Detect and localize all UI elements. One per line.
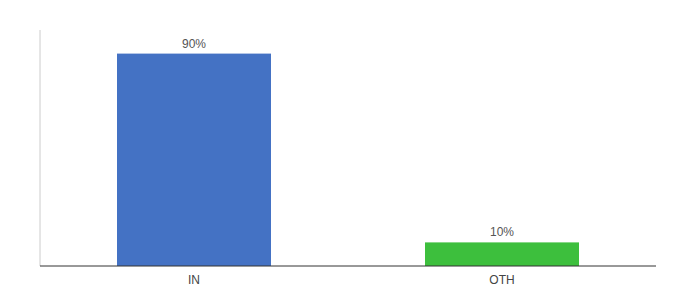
x-axis-line (40, 266, 656, 267)
chart-container: IN OTH 90% 10% (0, 0, 680, 300)
y-axis-line (40, 30, 41, 266)
x-tick-label: OTH (489, 273, 514, 287)
bars (117, 54, 579, 266)
data-label: 10% (490, 225, 514, 239)
data-label: 90% (182, 37, 206, 51)
bar (117, 54, 271, 266)
x-tick-label: IN (188, 273, 200, 287)
bar (425, 242, 579, 266)
chart-svg: IN OTH 90% 10% (0, 0, 680, 300)
plot-area: IN OTH 90% 10% (40, 30, 656, 287)
